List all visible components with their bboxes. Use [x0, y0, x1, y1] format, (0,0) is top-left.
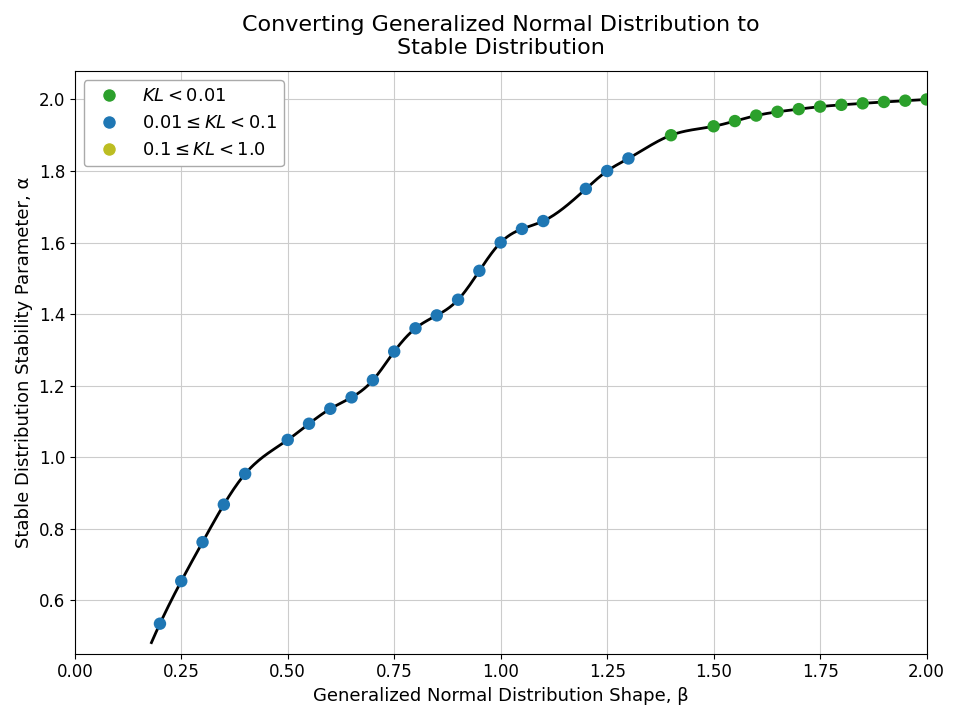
Point [663, 130, 679, 141]
Legend: $KL < 0.01$, $0.01 \leq KL < 0.1$, $0.1 \leq KL < 1.0$: $KL < 0.01$, $0.01 \leq KL < 0.1$, $0.1 … [84, 80, 284, 166]
Point [749, 110, 764, 122]
Point [237, 468, 252, 480]
Point [833, 99, 849, 111]
Point [791, 104, 806, 115]
Point [855, 98, 871, 109]
Point [599, 165, 614, 176]
Point [174, 575, 189, 587]
Point [812, 101, 828, 112]
Point [876, 96, 892, 108]
Point [770, 106, 785, 117]
Point [706, 120, 721, 132]
Point [471, 265, 487, 276]
Y-axis label: Stable Distribution Stability Parameter, α: Stable Distribution Stability Parameter,… [15, 176, 33, 548]
Point [450, 294, 466, 305]
Point [578, 183, 593, 194]
Point [728, 115, 743, 127]
Point [301, 418, 317, 430]
Point [898, 95, 913, 107]
Point [323, 403, 338, 415]
Point [344, 392, 359, 403]
Title: Converting Generalized Normal Distribution to
Stable Distribution: Converting Generalized Normal Distributi… [242, 15, 759, 58]
Point [195, 536, 210, 548]
Point [153, 618, 168, 629]
Point [919, 94, 934, 105]
Point [429, 310, 444, 321]
Point [408, 323, 423, 334]
Point [365, 374, 380, 386]
Point [621, 153, 636, 164]
X-axis label: Generalized Normal Distribution Shape, β: Generalized Normal Distribution Shape, β [313, 687, 688, 705]
Point [216, 499, 231, 510]
Point [280, 434, 296, 446]
Point [493, 237, 509, 248]
Point [536, 215, 551, 227]
Point [515, 223, 530, 235]
Point [387, 346, 402, 357]
